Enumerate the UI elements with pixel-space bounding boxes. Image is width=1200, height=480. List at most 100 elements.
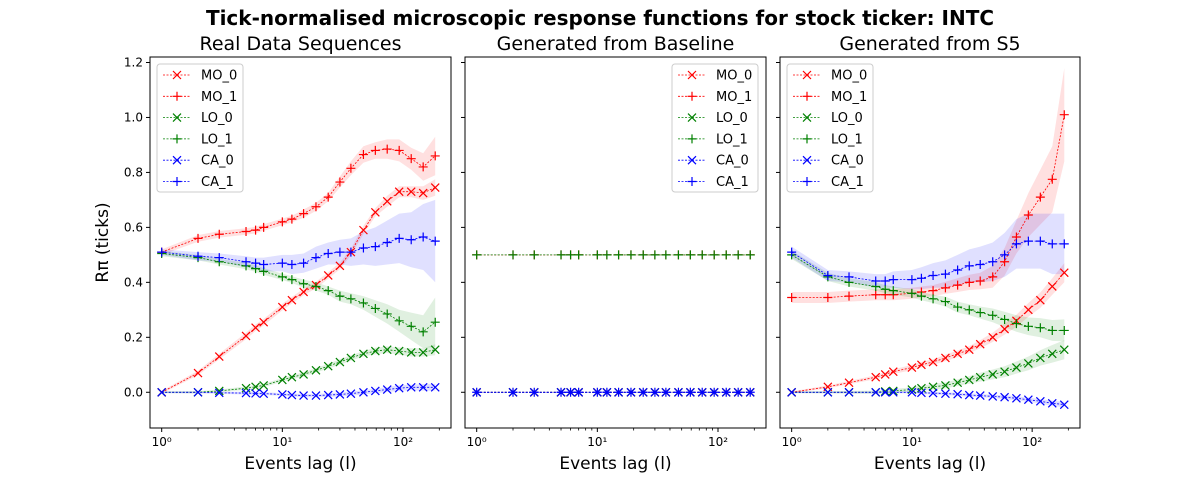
data-point-CA_1 <box>529 387 539 397</box>
data-point-LO_0 <box>394 346 404 356</box>
data-point-CA_1 <box>406 235 416 245</box>
data-point-CA_1 <box>638 387 648 397</box>
data-point-CA_1 <box>1000 250 1010 260</box>
legend-marker <box>802 91 812 101</box>
data-point-LO_1 <box>685 250 695 260</box>
band-CA_1 <box>161 199 436 283</box>
data-point-LO_0 <box>287 372 297 382</box>
x-axis-label: Events lag (l) <box>244 454 356 474</box>
data-point-MO_0 <box>1047 282 1057 291</box>
data-point-CA_1 <box>880 276 890 286</box>
data-point-CA_1 <box>214 253 224 263</box>
legend-entry-LO_0: LO_0 <box>793 111 863 126</box>
plot-area <box>787 68 1069 410</box>
data-point-MO_1 <box>358 150 368 160</box>
data-point-LO_0 <box>1023 358 1033 368</box>
legend-label: CA_0 <box>716 154 749 169</box>
data-point-CA_1 <box>574 387 584 397</box>
data-point-CA_1 <box>988 257 998 267</box>
data-point-CA_0 <box>418 382 428 392</box>
data-point-MO_1 <box>323 192 333 202</box>
data-point-LO_1 <box>916 291 926 301</box>
data-point-LO_1 <box>1023 321 1033 331</box>
legend: MO_0 MO_1 LO_0 LO_1 CA_0 CA_1 <box>671 63 759 193</box>
x-tick-label: 10¹ <box>902 435 922 449</box>
data-point-LO_0 <box>406 348 416 357</box>
x-tick-label: 10⁰ <box>782 435 802 449</box>
data-point-LO_0 <box>346 353 356 363</box>
data-point-CA_1 <box>709 387 719 397</box>
legend-entry-MO_0: MO_0 <box>678 69 752 84</box>
data-point-CA_1 <box>556 387 566 397</box>
data-point-MO_1 <box>823 292 833 302</box>
data-point-LO_0 <box>1011 363 1021 372</box>
y-tick-label: 0.8 <box>124 165 143 179</box>
data-point-MO_0 <box>940 353 950 363</box>
data-point-CA_0 <box>880 387 890 397</box>
data-point-LO_0 <box>299 369 309 379</box>
data-point-LO_1 <box>566 250 576 260</box>
series-line-CA_1 <box>161 236 436 265</box>
data-point-CA_1 <box>650 387 660 397</box>
figure-title: Tick-normalised microscopic response fun… <box>205 6 995 30</box>
legend-entry-LO_0: LO_0 <box>678 111 748 126</box>
data-point-MO_1 <box>394 145 404 155</box>
series-line-LO_1 <box>161 253 436 333</box>
data-point-MO_0 <box>1035 295 1045 305</box>
data-point-MO_1 <box>844 291 854 301</box>
data-point-CA_0 <box>888 387 898 397</box>
legend-label: LO_1 <box>831 132 863 147</box>
data-point-LO_1 <box>556 250 566 260</box>
band-CA_1 <box>791 213 1065 290</box>
data-point-LO_1 <box>953 302 963 312</box>
data-point-MO_0 <box>359 225 368 235</box>
data-point-MO_1 <box>259 222 269 232</box>
data-point-CA_0 <box>241 388 251 398</box>
data-point-MO_0 <box>1023 305 1033 315</box>
data-point-LO_1 <box>907 288 917 298</box>
data-point-CA_0 <box>823 387 833 397</box>
data-point-LO_1 <box>358 298 368 308</box>
data-point-MO_1 <box>193 233 203 243</box>
data-point-CA_0 <box>844 387 854 397</box>
data-point-LO_1 <box>745 250 755 260</box>
axes-frame <box>149 56 452 429</box>
data-point-CA_1 <box>592 387 602 397</box>
data-point-LO_1 <box>508 250 518 260</box>
band-MO_1 <box>161 136 436 255</box>
data-point-LO_1 <box>928 294 938 304</box>
legend-label: CA_1 <box>201 175 234 190</box>
data-point-MO_0 <box>916 360 926 370</box>
data-point-LO_0 <box>928 382 938 392</box>
data-point-LO_0 <box>888 386 898 396</box>
data-point-CA_0 <box>1059 400 1069 410</box>
data-point-CA_0 <box>346 389 356 399</box>
data-point-CA_1 <box>1023 236 1033 246</box>
data-point-MO_1 <box>406 154 416 164</box>
data-point-CA_1 <box>685 387 695 397</box>
y-axis-label: Rπ (ticks) <box>93 202 113 282</box>
data-point-MO_0 <box>287 295 297 305</box>
data-point-LO_0 <box>988 369 998 379</box>
data-point-LO_1 <box>430 317 440 327</box>
legend-entry-CA_1: CA_1 <box>793 175 864 190</box>
data-point-LO_1 <box>406 321 416 331</box>
band-CA_0 <box>161 384 436 398</box>
legend-label: CA_1 <box>716 175 749 190</box>
legend-marker <box>802 177 812 186</box>
y-tick-label: 0.0 <box>124 385 143 399</box>
x-axis-label: Events lag (l) <box>874 454 986 474</box>
legend-entry-MO_0: MO_0 <box>793 69 867 84</box>
legend-marker <box>687 134 697 144</box>
y-tick-label: 1.2 <box>124 55 143 69</box>
legend-marker <box>802 134 812 144</box>
data-point-MO_1 <box>1059 110 1069 120</box>
data-point-CA_1 <box>566 387 576 397</box>
legend-marker <box>172 113 182 123</box>
x-tick-label: 10⁰ <box>152 435 172 449</box>
data-point-LO_1 <box>382 309 392 319</box>
data-point-MO_1 <box>871 290 881 300</box>
data-point-MO_1 <box>928 286 938 296</box>
data-point-LO_0 <box>1000 367 1010 377</box>
chart-panel-2: 10⁰ 10¹ 10² Generated from Baseline Events l… <box>461 33 767 474</box>
